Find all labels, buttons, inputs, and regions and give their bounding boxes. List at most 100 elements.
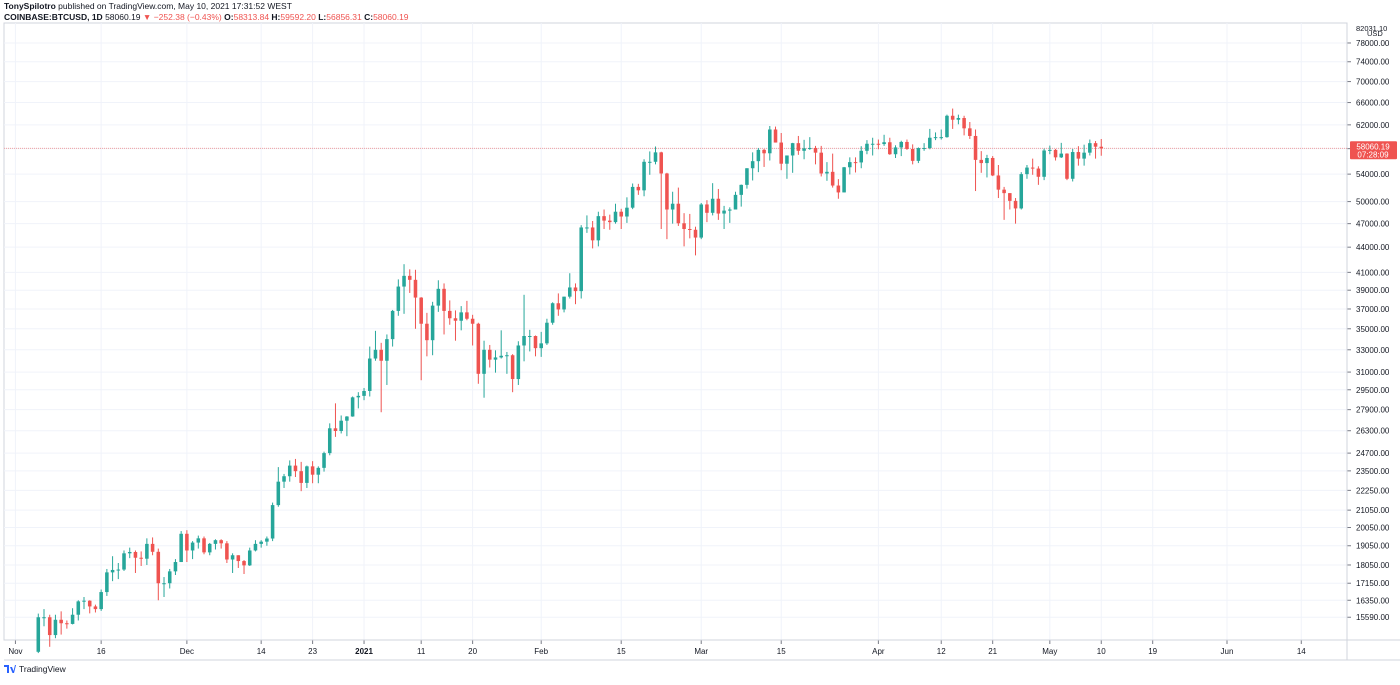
candle-body[interactable] xyxy=(876,143,881,145)
candle-body[interactable] xyxy=(1053,149,1058,158)
candle-body[interactable] xyxy=(676,203,681,224)
candle-body[interactable] xyxy=(202,538,206,553)
candle-body[interactable] xyxy=(796,143,801,151)
candle-body[interactable] xyxy=(70,614,75,624)
candle-body[interactable] xyxy=(985,157,989,164)
candle-body[interactable] xyxy=(762,149,766,154)
candle-body[interactable] xyxy=(642,161,646,191)
candle-body[interactable] xyxy=(682,223,686,229)
candle-body[interactable] xyxy=(133,551,138,558)
candle-body[interactable] xyxy=(413,279,418,298)
candle-body[interactable] xyxy=(1099,146,1104,149)
candle-body[interactable] xyxy=(213,540,218,544)
candle-body[interactable] xyxy=(653,152,658,162)
candle-body[interactable] xyxy=(773,129,778,143)
candle-body[interactable] xyxy=(1019,174,1024,209)
candle-body[interactable] xyxy=(270,505,275,539)
candle-body[interactable] xyxy=(436,288,441,306)
candle-body[interactable] xyxy=(1065,153,1069,179)
candle-body[interactable] xyxy=(1070,152,1075,179)
candle-body[interactable] xyxy=(190,542,195,551)
candle-body[interactable] xyxy=(145,543,149,559)
candle-body[interactable] xyxy=(185,533,189,551)
candle-body[interactable] xyxy=(933,137,938,139)
candle-body[interactable] xyxy=(705,204,709,213)
candle-body[interactable] xyxy=(116,569,121,571)
candle-body[interactable] xyxy=(859,150,864,163)
candle-body[interactable] xyxy=(65,623,69,625)
candle-body[interactable] xyxy=(362,390,366,396)
candle-body[interactable] xyxy=(750,161,755,169)
candle-body[interactable] xyxy=(167,571,172,584)
candle-body[interactable] xyxy=(499,355,503,358)
candle-body[interactable] xyxy=(1030,167,1035,169)
candle-body[interactable] xyxy=(1059,153,1064,158)
candle-body[interactable] xyxy=(848,162,852,168)
candle-body[interactable] xyxy=(82,600,86,602)
candle-body[interactable] xyxy=(1048,149,1052,151)
candle-body[interactable] xyxy=(333,428,338,431)
candle-body[interactable] xyxy=(505,355,509,357)
candle-body[interactable] xyxy=(956,118,961,120)
candle-body[interactable] xyxy=(768,129,772,154)
candle-body[interactable] xyxy=(648,161,652,163)
candle-body[interactable] xyxy=(156,551,161,584)
candle-body[interactable] xyxy=(522,335,526,346)
candle-body[interactable] xyxy=(733,194,738,210)
candle-body[interactable] xyxy=(345,416,349,421)
candle-body[interactable] xyxy=(282,476,286,482)
candle-body[interactable] xyxy=(356,395,361,398)
candle-body[interactable] xyxy=(882,142,886,145)
candle-body[interactable] xyxy=(968,128,972,136)
candle-body[interactable] xyxy=(630,186,635,208)
candle-body[interactable] xyxy=(728,209,732,211)
candle-body[interactable] xyxy=(493,357,498,360)
candle-body[interactable] xyxy=(487,349,492,360)
candle-body[interactable] xyxy=(990,157,995,176)
candle-body[interactable] xyxy=(196,538,201,543)
candle-body[interactable] xyxy=(670,203,675,210)
candle-body[interactable] xyxy=(556,303,561,310)
candle-body[interactable] xyxy=(802,148,806,151)
candle-body[interactable] xyxy=(36,617,41,652)
candle-body[interactable] xyxy=(619,211,623,217)
candle-body[interactable] xyxy=(573,287,578,292)
candle-body[interactable] xyxy=(259,541,263,544)
candle-body[interactable] xyxy=(568,287,572,297)
candle-body[interactable] xyxy=(276,481,281,506)
candle-body[interactable] xyxy=(419,297,423,324)
candle-body[interactable] xyxy=(722,210,726,214)
candle-body[interactable] xyxy=(550,303,555,323)
candle-body[interactable] xyxy=(53,619,58,636)
candle-body[interactable] xyxy=(207,543,212,553)
candle-body[interactable] xyxy=(636,186,641,191)
candle-body[interactable] xyxy=(693,229,698,238)
candle-body[interactable] xyxy=(327,428,332,454)
candle-body[interactable] xyxy=(287,465,292,477)
candle-body[interactable] xyxy=(1082,152,1086,159)
candle-body[interactable] xyxy=(739,184,743,195)
candle-body[interactable] xyxy=(899,141,904,148)
candle-body[interactable] xyxy=(350,397,355,417)
candle-body[interactable] xyxy=(385,339,389,361)
candle-body[interactable] xyxy=(688,228,692,230)
candle-body[interactable] xyxy=(1088,143,1092,153)
candle-body[interactable] xyxy=(527,335,532,337)
candle-body[interactable] xyxy=(447,310,452,319)
candle-body[interactable] xyxy=(865,143,869,151)
candle-body[interactable] xyxy=(139,557,143,559)
candle-body[interactable] xyxy=(716,198,721,214)
candle-body[interactable] xyxy=(219,540,223,544)
candle-body[interactable] xyxy=(699,204,703,238)
candle-body[interactable] xyxy=(316,467,321,475)
candle-body[interactable] xyxy=(430,305,435,341)
candle-body[interactable] xyxy=(790,143,795,156)
candle-body[interactable] xyxy=(562,296,566,310)
candle-body[interactable] xyxy=(939,137,944,139)
candle-body[interactable] xyxy=(236,555,241,562)
candle-body[interactable] xyxy=(127,551,132,554)
candle-body[interactable] xyxy=(1013,200,1018,209)
candle-body[interactable] xyxy=(842,167,846,193)
candle-body[interactable] xyxy=(453,318,458,321)
